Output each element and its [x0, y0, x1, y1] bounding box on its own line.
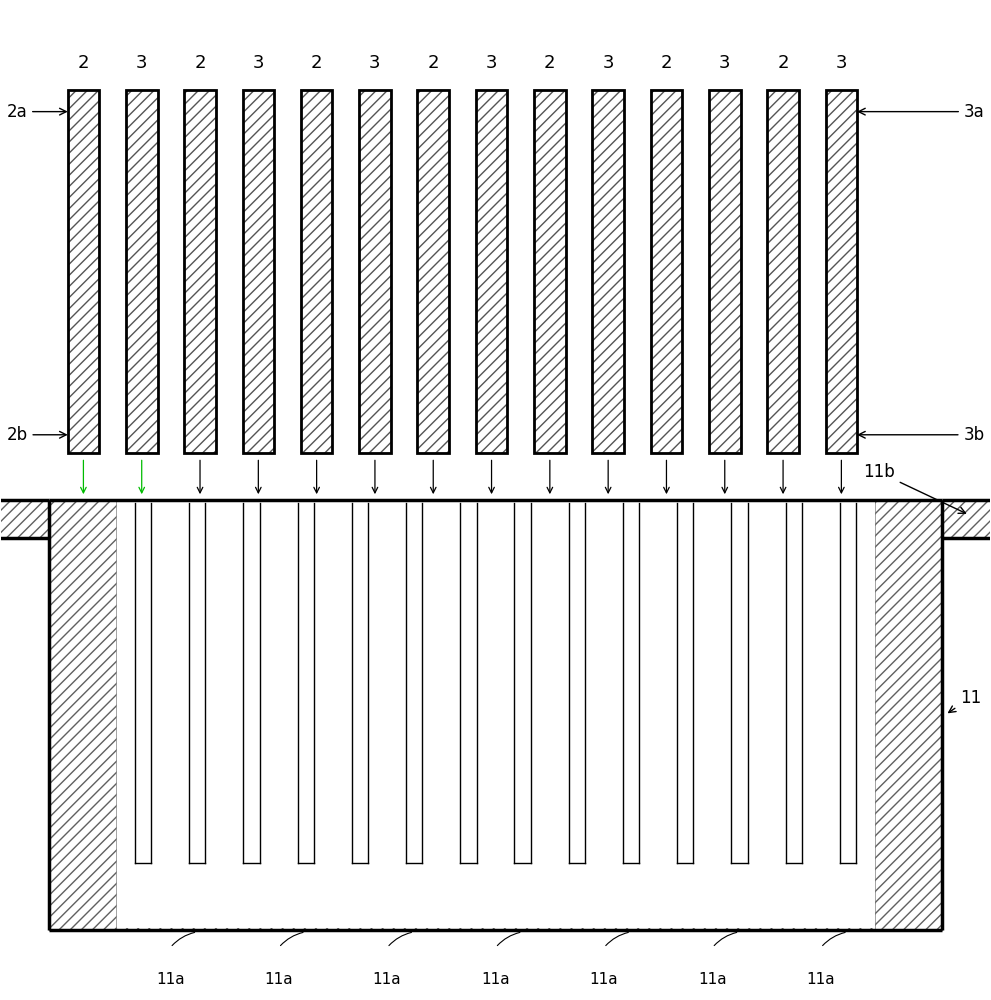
Text: 11b: 11b	[863, 463, 965, 513]
Polygon shape	[359, 90, 390, 453]
Text: 2: 2	[427, 54, 439, 72]
Polygon shape	[593, 90, 624, 453]
Polygon shape	[49, 500, 942, 930]
Text: 11a: 11a	[482, 972, 509, 987]
Text: 11a: 11a	[373, 972, 401, 987]
Polygon shape	[301, 90, 332, 453]
Text: 3: 3	[603, 54, 613, 72]
Polygon shape	[651, 90, 682, 453]
Text: 2a: 2a	[6, 103, 66, 121]
Text: 3: 3	[136, 54, 148, 72]
Polygon shape	[534, 90, 566, 453]
Text: 11a: 11a	[156, 972, 184, 987]
Polygon shape	[651, 90, 682, 453]
Polygon shape	[417, 90, 449, 453]
Polygon shape	[731, 503, 747, 863]
Text: 11a: 11a	[265, 972, 293, 987]
Polygon shape	[460, 503, 477, 863]
Text: 2: 2	[544, 54, 556, 72]
Polygon shape	[942, 500, 991, 538]
Polygon shape	[417, 90, 449, 453]
Text: 11: 11	[948, 689, 981, 713]
Polygon shape	[297, 503, 314, 863]
Polygon shape	[67, 90, 99, 453]
Polygon shape	[767, 90, 799, 453]
Polygon shape	[623, 503, 639, 863]
Polygon shape	[189, 503, 205, 863]
Polygon shape	[0, 500, 49, 538]
Text: 2: 2	[777, 54, 789, 72]
Polygon shape	[0, 500, 49, 538]
Text: 3: 3	[719, 54, 730, 72]
Polygon shape	[67, 90, 99, 453]
Polygon shape	[244, 503, 260, 863]
Text: 3: 3	[835, 54, 847, 72]
Text: 3: 3	[486, 54, 497, 72]
Polygon shape	[875, 500, 942, 930]
Polygon shape	[569, 503, 585, 863]
Polygon shape	[406, 503, 422, 863]
Text: 11a: 11a	[698, 972, 726, 987]
Polygon shape	[301, 90, 332, 453]
Polygon shape	[116, 502, 875, 928]
Polygon shape	[359, 90, 390, 453]
Polygon shape	[184, 90, 216, 453]
Polygon shape	[126, 90, 158, 453]
Text: 2: 2	[77, 54, 89, 72]
Polygon shape	[514, 503, 531, 863]
Text: 11a: 11a	[590, 972, 618, 987]
Text: 11a: 11a	[807, 972, 835, 987]
Polygon shape	[476, 90, 507, 453]
Polygon shape	[135, 503, 152, 863]
Polygon shape	[352, 503, 368, 863]
Polygon shape	[786, 503, 802, 863]
Polygon shape	[942, 500, 991, 538]
Text: 2: 2	[194, 54, 206, 72]
Polygon shape	[839, 503, 856, 863]
Text: 2b: 2b	[6, 426, 66, 444]
Polygon shape	[593, 90, 624, 453]
Text: 2: 2	[661, 54, 672, 72]
Text: 3: 3	[370, 54, 381, 72]
Polygon shape	[826, 90, 857, 453]
Text: 2: 2	[311, 54, 322, 72]
Polygon shape	[767, 90, 799, 453]
Polygon shape	[476, 90, 507, 453]
Text: 3: 3	[253, 54, 264, 72]
Polygon shape	[49, 500, 116, 930]
Polygon shape	[709, 90, 740, 453]
Text: 3b: 3b	[858, 426, 985, 444]
Polygon shape	[243, 90, 275, 453]
Polygon shape	[677, 503, 694, 863]
Polygon shape	[126, 90, 158, 453]
Polygon shape	[826, 90, 857, 453]
Polygon shape	[534, 90, 566, 453]
Text: 3a: 3a	[858, 103, 985, 121]
Polygon shape	[709, 90, 740, 453]
Polygon shape	[243, 90, 275, 453]
Polygon shape	[184, 90, 216, 453]
